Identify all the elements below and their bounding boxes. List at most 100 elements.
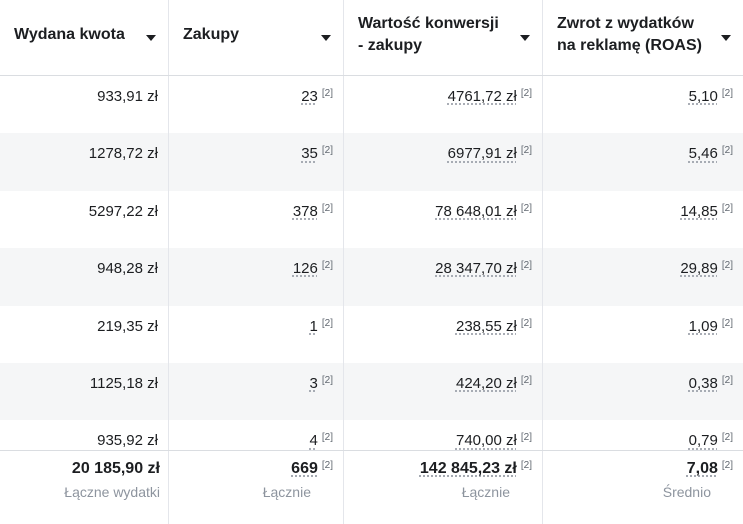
total-line: 7,08 [2] (543, 460, 733, 478)
column-title: Wydana kwota (14, 26, 125, 43)
footnote-ref[interactable]: [2] (721, 260, 733, 272)
footnote-ref[interactable]: [2] (721, 88, 733, 99)
sort-arrow[interactable] (321, 35, 331, 41)
cell-value: 126 (292, 260, 318, 278)
cell-value: 0,79 (688, 432, 718, 450)
table-cell: 0,79 [2] (542, 420, 743, 450)
cell-value: 948,28 zł (97, 260, 158, 278)
total-label: Łączne wydatki (64, 484, 160, 500)
table-cell: 4761,72 zł [2] (343, 76, 542, 134)
total-cell: 669 [2] Łącznie (168, 451, 343, 524)
table-cell: 424,20 zł [2] (343, 362, 542, 421)
footnote-ref[interactable]: [2] (520, 202, 532, 214)
footnote-ref[interactable]: [2] (520, 260, 532, 272)
table-cell: 948,28 zł (0, 248, 168, 305)
table-cell: 29,89 [2] (542, 248, 743, 306)
column-header[interactable]: Zakupy (168, 0, 343, 75)
table-cell: 28 347,70 zł [2] (343, 248, 542, 306)
table-cell: 5,46 [2] (542, 133, 743, 191)
footnote-ref[interactable]: [2] (721, 145, 733, 157)
cell-value: 219,35 zł (97, 317, 158, 335)
total-value: 669 (291, 460, 318, 477)
table-cell: 126 [2] (168, 248, 343, 306)
table-cell: 1278,72 zł (0, 133, 168, 190)
table-cell: 1125,18 zł (0, 363, 168, 420)
total-cell: 142 845,23 zł [2] Łącznie (343, 451, 542, 524)
column-header[interactable]: Wartość konwersji - zakupy (343, 0, 542, 75)
table-footer: 20 185,90 zł Łączne wydatki 669 [2] Łącznie 1… (0, 450, 743, 524)
footnote-ref[interactable]: [2] (321, 260, 333, 272)
footnote-ref[interactable]: [2] (520, 432, 532, 444)
cell-value: 6977,91 zł (447, 145, 517, 163)
cell-value: 5297,22 zł (88, 202, 158, 220)
table-row: 1125,18 zł 3 [2] 424,20 zł [2] 0,38 [2] (0, 362, 743, 421)
total-label: Łącznie (262, 484, 311, 500)
table-row: 219,35 zł 1 [2] 238,55 zł [2] 1,09 [2] (0, 305, 743, 363)
total-cell: 20 185,90 zł Łączne wydatki (0, 451, 168, 524)
cell-value: 23 (301, 88, 318, 105)
cell-value: 935,92 zł (97, 432, 158, 450)
sort-arrow[interactable] (520, 35, 530, 41)
footnote-ref[interactable]: [2] (520, 88, 532, 99)
footnote-ref[interactable]: [2] (721, 374, 733, 386)
footnote-ref[interactable]: [2] (721, 460, 733, 471)
cell-value: 4761,72 zł (447, 88, 517, 105)
table-cell: 935,92 zł (0, 420, 168, 450)
table-cell: 0,38 [2] (542, 362, 743, 421)
table-cell: 740,00 zł [2] (343, 420, 542, 450)
table-cell: 5,10 [2] (542, 76, 743, 134)
table-cell: 35 [2] (168, 133, 343, 191)
cell-value: 378 (292, 202, 318, 220)
total-label: Łącznie (461, 484, 510, 500)
cell-value: 14,85 (680, 202, 718, 220)
footnote-ref[interactable]: [2] (321, 317, 333, 329)
table-cell: 4 [2] (168, 420, 343, 450)
cell-value: 3 (309, 374, 318, 392)
footnote-ref[interactable]: [2] (721, 317, 733, 329)
total-value: 20 185,90 zł (71, 460, 160, 477)
total-line: 142 845,23 zł [2] (344, 460, 532, 478)
cell-value: 1278,72 zł (88, 145, 158, 163)
total-cell: 7,08 [2] Średnio (542, 451, 743, 524)
footnote-ref[interactable]: [2] (520, 317, 532, 329)
cell-value: 28 347,70 zł (435, 260, 517, 278)
table-cell: 1,09 [2] (542, 305, 743, 363)
total-label: Średnio (662, 484, 711, 500)
cell-value: 933,91 zł (97, 88, 158, 105)
footnote-ref[interactable]: [2] (321, 145, 333, 157)
table-row: 1278,72 zł 35 [2] 6977,91 zł [2] 5,46 [2] (0, 133, 743, 191)
sort-arrow[interactable] (146, 35, 156, 41)
footnote-ref[interactable]: [2] (520, 374, 532, 386)
cell-value: 1 (309, 317, 318, 335)
total-value: 142 845,23 zł (419, 460, 517, 477)
table-row: 933,91 zł 23 [2] 4761,72 zł [2] 5,10 [2] (0, 76, 743, 134)
cell-value: 35 (301, 145, 318, 163)
footnote-ref[interactable]: [2] (321, 202, 333, 214)
column-title: Wartość konwersji - zakupy (358, 15, 499, 54)
total-line: 669 [2] (169, 460, 333, 478)
cell-value: 1,09 (688, 317, 718, 335)
cell-value: 0,38 (688, 374, 718, 392)
table-row: 948,28 zł 126 [2] 28 347,70 zł [2] 29,89 [2] (0, 248, 743, 306)
footnote-ref[interactable]: [2] (321, 374, 333, 386)
column-header[interactable]: Wydana kwota (0, 0, 168, 75)
cell-value: 424,20 zł (455, 374, 517, 392)
cell-value: 740,00 zł (455, 432, 517, 450)
footnote-ref[interactable]: [2] (721, 432, 733, 444)
footnote-ref[interactable]: [2] (321, 460, 333, 471)
table-cell: 78 648,01 zł [2] (343, 190, 542, 249)
cell-value: 4 (309, 432, 318, 450)
footnote-ref[interactable]: [2] (520, 145, 532, 157)
footnote-ref[interactable]: [2] (721, 202, 733, 214)
table-cell: 933,91 zł (0, 76, 168, 133)
table-cell: 378 [2] (168, 190, 343, 249)
footnote-ref[interactable]: [2] (321, 432, 333, 444)
column-title: Zwrot z wydatków na reklamę (ROAS) (557, 15, 702, 54)
table-cell: 1 [2] (168, 305, 343, 363)
footnote-ref[interactable]: [2] (321, 88, 333, 99)
cell-value: 238,55 zł (455, 317, 517, 335)
column-header[interactable]: Zwrot z wydatków na reklamę (ROAS) (542, 0, 743, 75)
footnote-ref[interactable]: [2] (520, 460, 532, 471)
sort-arrow[interactable] (721, 35, 731, 41)
